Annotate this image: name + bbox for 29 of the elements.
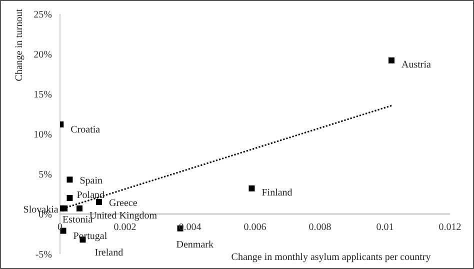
x-tick-label: 0.01 [376, 222, 394, 233]
series-label: Austria [402, 59, 432, 70]
point [388, 57, 394, 64]
x-tick-label: 0.002 [114, 222, 136, 233]
y-tick-label: -5% [35, 250, 52, 261]
series-label: Croatia [70, 124, 101, 136]
point [248, 185, 255, 192]
y-tick-label: 15% [34, 90, 52, 101]
point [62, 205, 68, 212]
x-tick-label: 0.008 [308, 222, 332, 233]
point [76, 205, 82, 212]
series-label: Spain [80, 176, 103, 187]
x-axis-title: Change in monthly asylum applicants per country [230, 252, 432, 263]
point [66, 195, 73, 201]
series-label: Poland [76, 190, 105, 201]
x-tick-label: 0 [58, 222, 62, 233]
series-label: Finland [262, 187, 292, 198]
point [66, 176, 73, 183]
y-tick-label: 20% [34, 50, 52, 61]
y-axis-title: Change in turnout [14, 9, 25, 84]
y-tick-label: 25% [34, 10, 52, 21]
series-label: Greece [109, 198, 138, 209]
y-tick-label: 10% [34, 130, 52, 141]
y-tick-label: 5% [38, 170, 52, 181]
x-tick-label: 0.006 [244, 222, 266, 233]
point [96, 199, 102, 205]
series-label: Ireland [94, 248, 124, 259]
series-label: Denmark [176, 239, 214, 250]
x-tick-label: 0.012 [438, 222, 462, 233]
